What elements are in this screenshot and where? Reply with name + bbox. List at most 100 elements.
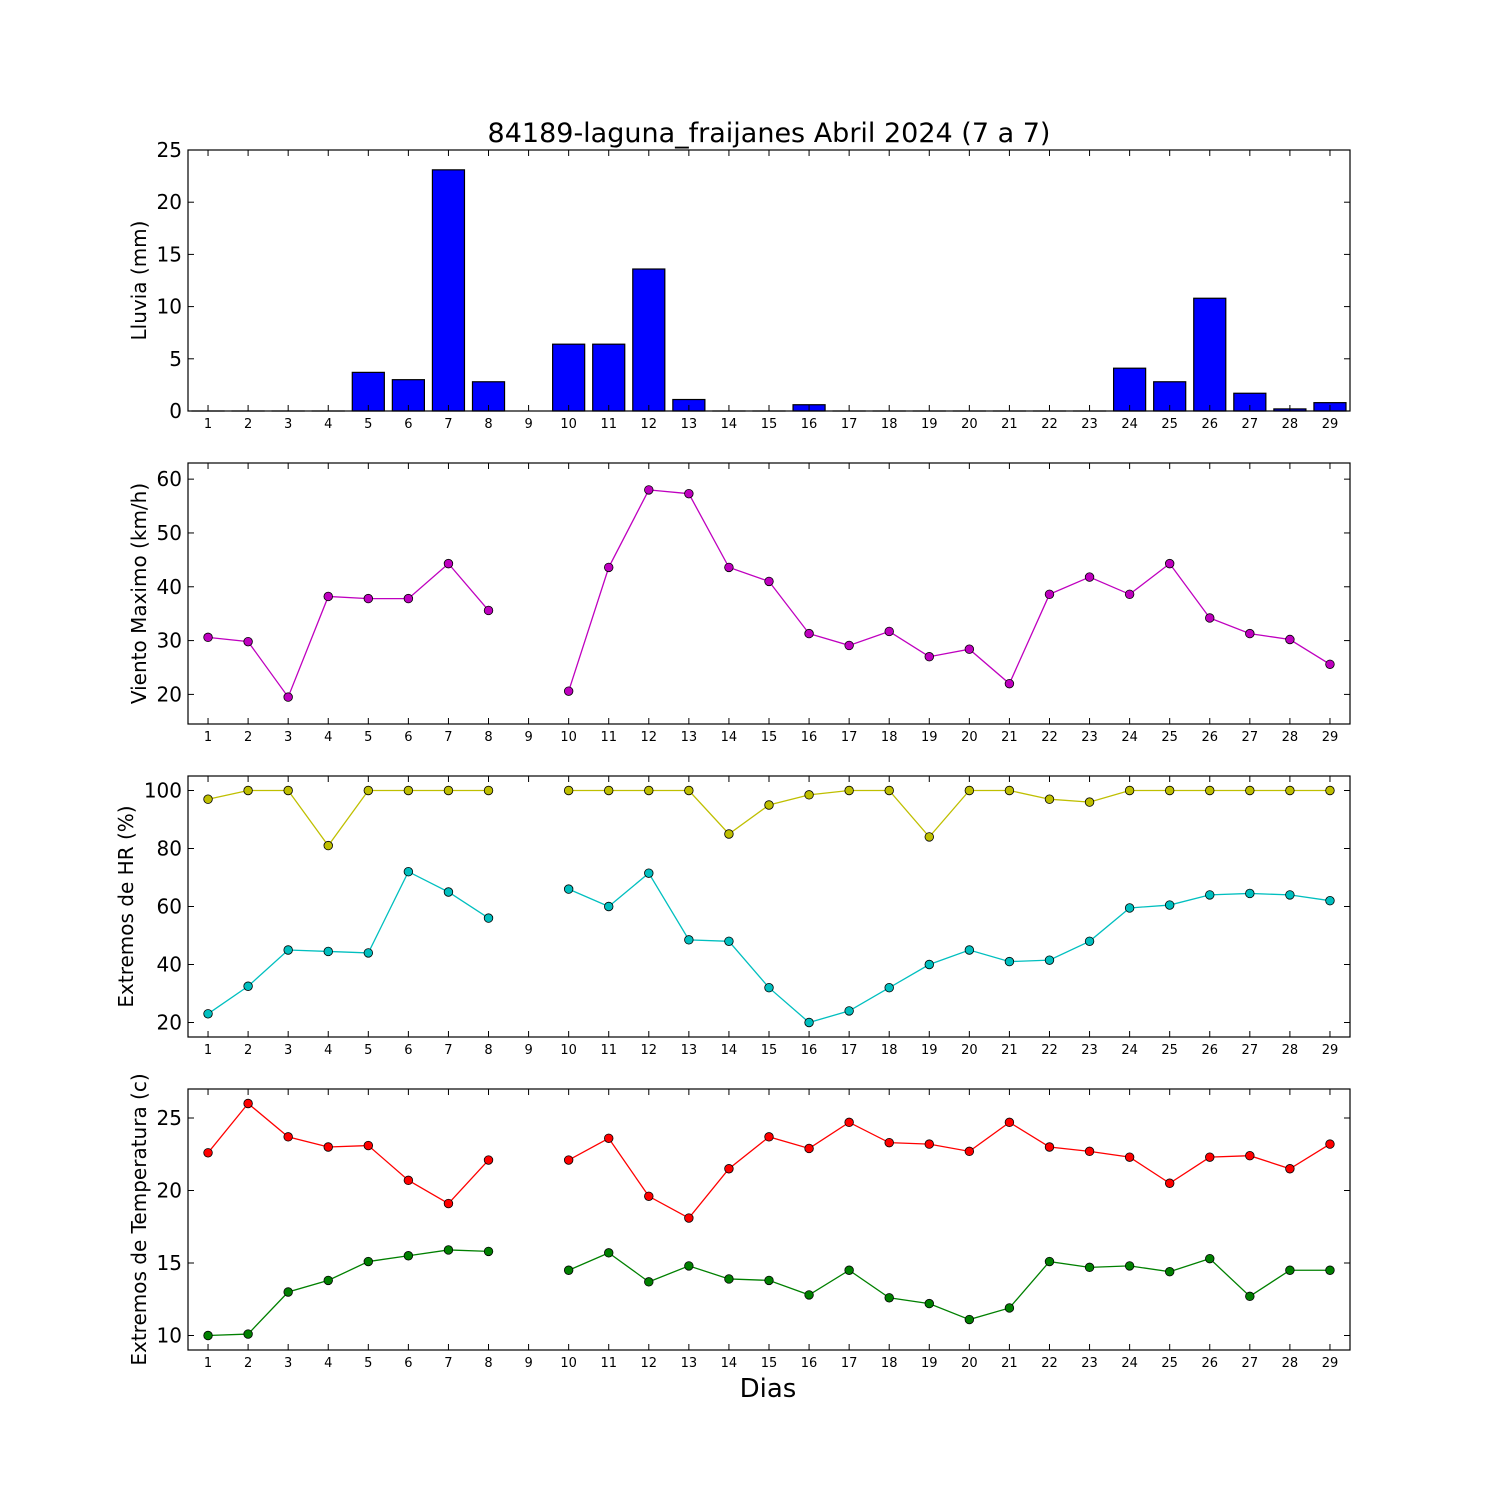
series-2-point-day-24 <box>1124 1261 1135 1271</box>
x-tick-label: 5 <box>364 1043 372 1058</box>
x-tick-label: 11 <box>600 417 617 432</box>
x-tick-label: 27 <box>1242 730 1259 745</box>
series-2-point-day-8 <box>483 913 494 923</box>
y-tick-label: 20 <box>157 1011 182 1035</box>
series-1-point-day-5 <box>363 785 374 796</box>
series-2-point-day-17 <box>844 1265 854 1275</box>
series-1-point-day-18 <box>884 785 894 796</box>
y-tick-label: 25 <box>157 1106 182 1130</box>
series-1-point-day-6 <box>403 593 414 604</box>
series-1-point-day-26 <box>1205 1152 1215 1162</box>
series-1-point-day-25 <box>1164 558 1175 569</box>
x-tick-label: 18 <box>881 417 898 432</box>
series-1-point-day-1 <box>203 794 213 804</box>
series-2-point-day-14 <box>724 936 734 947</box>
y-tick-label: 80 <box>157 837 182 861</box>
x-tick-label: 17 <box>841 1356 858 1371</box>
x-tick-label: 28 <box>1282 730 1299 745</box>
series-2-point-day-29 <box>1325 896 1335 906</box>
series-1-point-day-21 <box>1004 785 1015 796</box>
y-axis-label: Lluvia (mm) <box>127 221 151 341</box>
series-2-point-day-28 <box>1285 1265 1295 1275</box>
series-1-point-day-7 <box>443 558 454 569</box>
y-tick-label: 25 <box>157 138 182 162</box>
series-2-point-day-28 <box>1285 890 1295 900</box>
series-2-point-day-19 <box>924 1298 934 1309</box>
series-1-point-day-3 <box>283 692 293 702</box>
x-tick-label: 10 <box>560 1356 577 1371</box>
series-1-point-day-28 <box>1285 1164 1295 1174</box>
x-tick-label: 1 <box>204 417 212 432</box>
x-tick-label: 19 <box>921 1356 938 1371</box>
y-tick-label: 20 <box>157 190 182 214</box>
x-tick-label: 17 <box>841 1043 858 1058</box>
series-1-point-day-11 <box>604 785 614 796</box>
series-1-point-day-10 <box>563 785 574 796</box>
series-1-point-day-8 <box>483 785 494 796</box>
y-tick-label: 15 <box>157 242 182 266</box>
series-2-point-day-3 <box>283 945 293 955</box>
x-tick-label: 13 <box>681 1043 698 1058</box>
series-2-point-day-21 <box>1004 1303 1015 1313</box>
series-2-point-day-22 <box>1044 955 1055 965</box>
y-axis-label: Extremos de Temperatura (c) <box>127 1073 151 1365</box>
series-2-point-day-2 <box>243 1329 253 1339</box>
x-tick-label: 12 <box>641 1043 658 1058</box>
x-tick-label: 3 <box>284 1356 292 1371</box>
x-tick-label: 20 <box>961 730 978 745</box>
x-tick-label: 16 <box>801 730 818 745</box>
series-1-point-day-6 <box>403 1175 414 1186</box>
chart-title: 84189-laguna_fraijanes Abril 2024 (7 a 7… <box>488 118 1051 149</box>
x-tick-label: 18 <box>881 730 898 745</box>
x-tick-label: 8 <box>484 1043 492 1058</box>
series-2-point-day-18 <box>884 1293 894 1303</box>
x-tick-label: 14 <box>721 417 738 432</box>
y-tick-label: 60 <box>157 467 182 491</box>
series-2-point-day-16 <box>804 1290 814 1300</box>
x-tick-label: 16 <box>801 1043 818 1058</box>
series-1-point-day-7 <box>443 785 454 796</box>
x-tick-label: 4 <box>324 1043 332 1058</box>
x-tick-label: 4 <box>324 730 332 745</box>
series-2-point-day-4 <box>323 1275 333 1286</box>
series-2-point-day-4 <box>323 946 333 957</box>
x-tick-label: 23 <box>1081 1043 1098 1058</box>
x-tick-label: 2 <box>244 417 252 432</box>
x-tick-label: 27 <box>1242 417 1259 432</box>
series-2-point-day-25 <box>1164 900 1175 910</box>
y-tick-label: 100 <box>144 779 182 803</box>
y-tick-label: 40 <box>157 953 182 977</box>
series-1-point-day-21 <box>1004 678 1015 689</box>
x-tick-label: 9 <box>524 1043 532 1058</box>
series-1-point-day-15 <box>764 576 774 587</box>
series-1-point-day-19 <box>924 652 934 662</box>
x-tick-label: 7 <box>444 1356 452 1371</box>
series-1-point-day-12 <box>644 485 654 495</box>
y-tick-label: 15 <box>157 1251 182 1275</box>
x-tick-label: 14 <box>721 730 738 745</box>
series-1-line <box>568 1121 1331 1219</box>
x-tick-label: 2 <box>244 730 252 745</box>
x-tick-label: 23 <box>1081 1356 1098 1371</box>
x-tick-label: 24 <box>1121 417 1138 432</box>
bar-day-7 <box>431 169 466 412</box>
series-1-point-day-18 <box>884 626 894 637</box>
series-2-point-day-27 <box>1245 1291 1255 1302</box>
x-tick-label: 8 <box>484 730 492 745</box>
series-1-line <box>207 562 490 699</box>
series-1-point-day-24 <box>1124 589 1135 600</box>
series-2-point-day-29 <box>1325 1265 1335 1275</box>
x-tick-label: 5 <box>364 1356 372 1371</box>
series-1-point-day-26 <box>1205 613 1215 623</box>
x-tick-label: 23 <box>1081 730 1098 745</box>
x-tick-label: 24 <box>1121 730 1138 745</box>
series-1-point-day-12 <box>644 785 654 796</box>
x-tick-label: 14 <box>721 1043 738 1058</box>
series-2-point-day-1 <box>203 1330 213 1341</box>
x-tick-label: 27 <box>1242 1043 1259 1058</box>
series-1-point-day-24 <box>1124 1152 1135 1162</box>
x-tick-label: 28 <box>1282 417 1299 432</box>
x-tick-label: 19 <box>921 1043 938 1058</box>
